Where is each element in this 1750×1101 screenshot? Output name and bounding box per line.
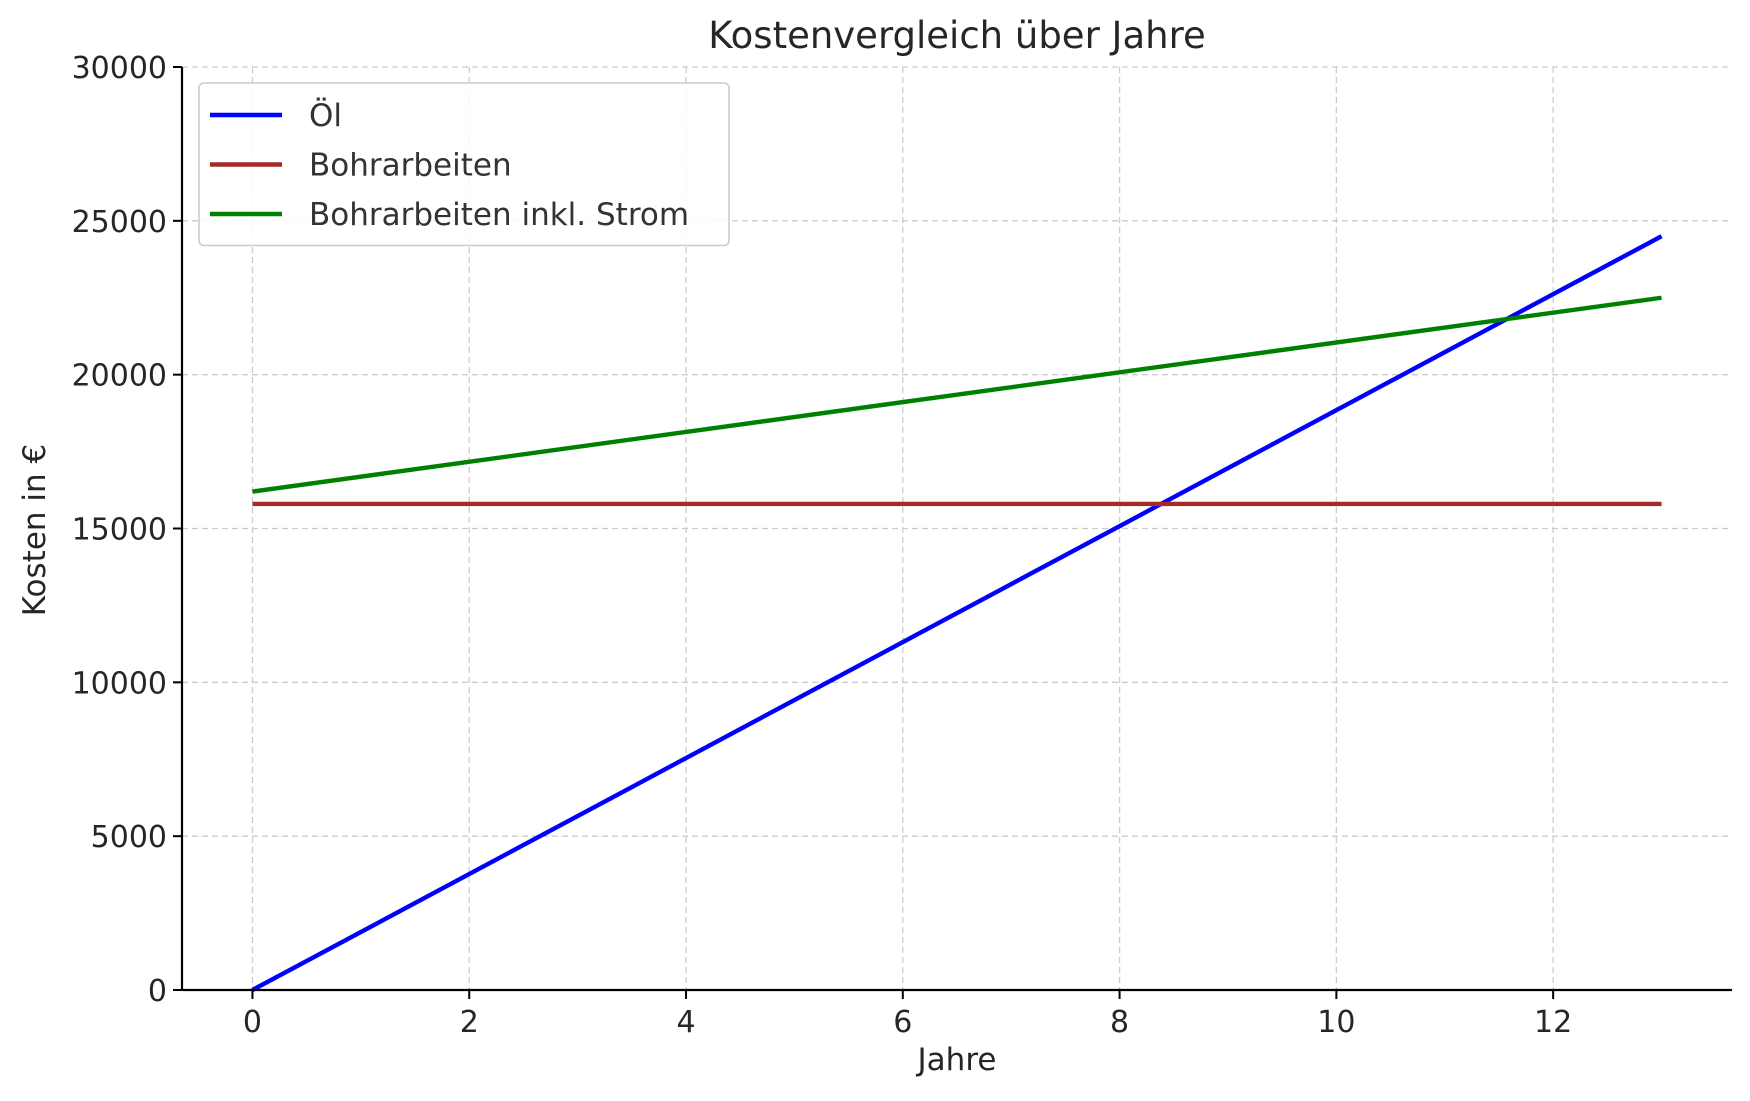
x-tick-label: 10: [1317, 1005, 1355, 1040]
y-tick-label: 30000: [72, 51, 167, 86]
y-tick-label: 25000: [72, 205, 167, 240]
y-tick-label: 15000: [72, 513, 167, 548]
x-tick-label: 4: [676, 1005, 695, 1040]
x-tick-label: 12: [1534, 1005, 1572, 1040]
legend-label-2: Bohrarbeiten: [309, 148, 512, 184]
series-line-3: [252, 295, 1662, 494]
series-layer: [251, 234, 1663, 992]
y-tick-label: 10000: [72, 666, 167, 701]
x-tick-label: 0: [243, 1005, 262, 1040]
y-tick-label: 20000: [72, 359, 167, 394]
ticks-layer: 0 2 4 6 8 10 12 0 5000 10000 15000 20000 25000 30000: [72, 51, 1573, 1040]
x-axis-label: Jahre: [916, 1042, 997, 1078]
legend: Öl Bohrarbeiten Bohrarbeiten inkl. Strom: [198, 82, 730, 247]
x-tick-label: 6: [893, 1005, 912, 1040]
y-axis-label: Kosten in €: [17, 444, 53, 616]
x-tick-label: 2: [460, 1005, 479, 1040]
legend-frame: [198, 82, 730, 247]
legend-label-3: Bohrarbeiten inkl. Strom: [309, 197, 689, 233]
series-line-1: [251, 234, 1663, 992]
x-tick-label: 8: [1110, 1005, 1129, 1040]
y-tick-label: 5000: [91, 820, 167, 855]
chart-title: Kostenvergleich über Jahre: [708, 14, 1206, 57]
legend-label-1: Öl: [309, 97, 342, 134]
y-tick-label: 0: [148, 974, 167, 1009]
